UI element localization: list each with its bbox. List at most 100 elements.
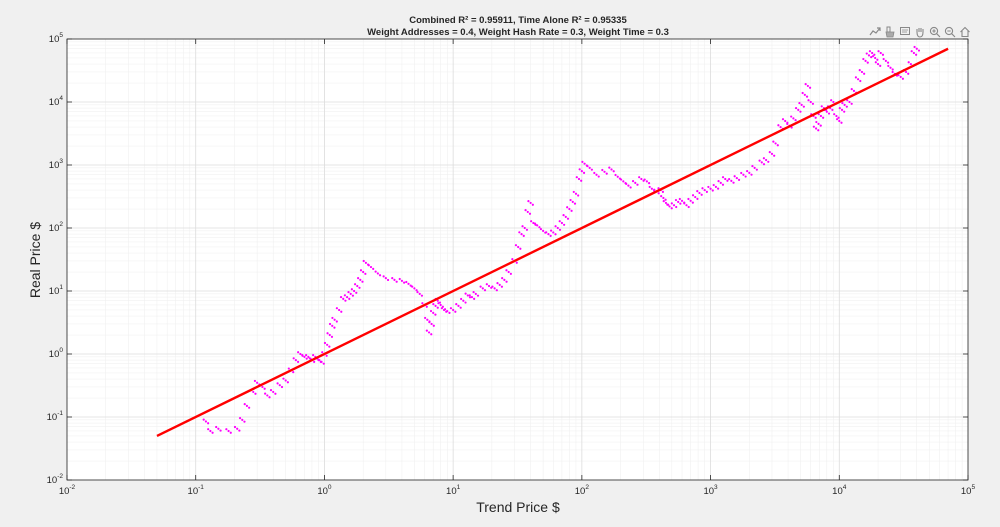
- scatter-point: [345, 296, 349, 299]
- scatter-point: [622, 180, 625, 183]
- scatter-point: [819, 124, 822, 127]
- y-tick-base: 10: [49, 286, 60, 297]
- scatter-point: [393, 278, 396, 282]
- scatter-point: [460, 297, 463, 301]
- y-tick-base: 10: [49, 160, 60, 171]
- y-tick-base: 10: [47, 475, 58, 486]
- home-icon[interactable]: [958, 25, 972, 39]
- scatter-point: [326, 343, 329, 346]
- scatter-point: [217, 427, 220, 430]
- scatter-point: [405, 280, 408, 284]
- x-tick-label: 104: [832, 484, 847, 497]
- scatter-point: [871, 55, 875, 58]
- scatter-point: [432, 303, 435, 306]
- scatter-point: [520, 233, 523, 236]
- trend-line: [156, 47, 949, 438]
- scatter-point: [806, 84, 809, 88]
- brush-icon[interactable]: [883, 25, 897, 39]
- scatter-point: [303, 355, 306, 358]
- scatter-point: [850, 88, 853, 91]
- scatter-point: [202, 418, 205, 421]
- scatter-point: [493, 287, 496, 290]
- scatter-point: [523, 226, 526, 230]
- scatter-point: [487, 284, 491, 288]
- scatter-point: [848, 100, 851, 104]
- scatter-point: [705, 190, 708, 193]
- x-axis-label: Trend Price $: [476, 499, 560, 515]
- y-tick-exponent: 5: [59, 32, 63, 39]
- scatter-point: [840, 108, 844, 111]
- scatter-point: [554, 225, 557, 228]
- scatter-point: [297, 351, 300, 354]
- pan-icon[interactable]: [913, 25, 927, 39]
- y-tick-exponent: 1: [59, 284, 63, 291]
- scatter-point: [915, 53, 918, 56]
- scatter-point: [687, 197, 690, 201]
- datatip-icon[interactable]: [898, 25, 912, 39]
- scatter-point: [479, 285, 482, 288]
- scatter-point: [679, 202, 682, 205]
- scatter-point: [744, 175, 747, 178]
- scatter-point: [472, 290, 475, 294]
- scatter-point: [677, 200, 680, 203]
- scatter-point: [843, 110, 846, 113]
- scatter-point: [364, 272, 367, 275]
- scatter-point: [582, 171, 586, 175]
- scatter-point: [563, 223, 566, 226]
- scatter-point: [650, 187, 653, 190]
- scatter-point: [790, 126, 793, 129]
- scatter-point: [580, 179, 583, 182]
- scatter-point: [211, 431, 214, 434]
- minor-grid: [67, 39, 968, 480]
- scatter-point: [369, 265, 373, 269]
- scatter-point: [328, 322, 332, 326]
- y-tick-base: 10: [49, 223, 60, 234]
- scatter-point: [550, 229, 553, 232]
- chart-title-line-2: Weight Addresses = 0.4, Weight Hash Rate…: [367, 27, 669, 38]
- y-tick-base: 10: [47, 412, 58, 423]
- scatter-point: [362, 270, 365, 274]
- scatter-point: [647, 182, 651, 185]
- scatter-point: [400, 279, 404, 282]
- scatter-point: [426, 318, 429, 321]
- scatter-point: [770, 152, 774, 156]
- x-tick-label: 10-2: [59, 484, 76, 497]
- scatter-point: [590, 168, 593, 171]
- scatter-point: [536, 224, 539, 227]
- scatter-point: [503, 278, 506, 282]
- scatter-point: [350, 288, 353, 291]
- scatter-point: [359, 269, 363, 272]
- scatter-point: [593, 171, 596, 175]
- scatter-point: [822, 116, 825, 119]
- scatter-point: [323, 341, 327, 345]
- scatter-point: [804, 83, 807, 86]
- scatter-point: [904, 70, 908, 74]
- scatter-point: [657, 192, 660, 195]
- scatter-point: [910, 50, 913, 53]
- scatter-point: [305, 353, 308, 357]
- scatter-point: [560, 221, 564, 225]
- scatter-point: [542, 229, 545, 232]
- scatter-point: [361, 280, 364, 283]
- y-tick-base: 10: [49, 34, 60, 45]
- scatter-point: [539, 227, 543, 231]
- scatter-point: [348, 297, 351, 301]
- scatter-point: [696, 197, 699, 200]
- scatter-point: [672, 204, 676, 207]
- scatter-series: [202, 45, 921, 434]
- scatter-point: [331, 316, 334, 320]
- scatter-point: [581, 160, 584, 163]
- x-tick-exponent: 3: [714, 484, 718, 491]
- scatter-point: [760, 161, 763, 164]
- scatter-point: [395, 280, 398, 283]
- zoom-out-icon[interactable]: [943, 25, 957, 39]
- scatter-point: [726, 179, 729, 182]
- scatter-point: [256, 381, 259, 384]
- scatter-point: [452, 308, 455, 312]
- x-tick-base: 10: [961, 486, 972, 497]
- export-icon[interactable]: [868, 25, 882, 39]
- zoom-in-icon[interactable]: [928, 25, 942, 39]
- scatter-point: [356, 284, 359, 288]
- scatter-point: [457, 304, 460, 308]
- scatter-point: [835, 114, 838, 118]
